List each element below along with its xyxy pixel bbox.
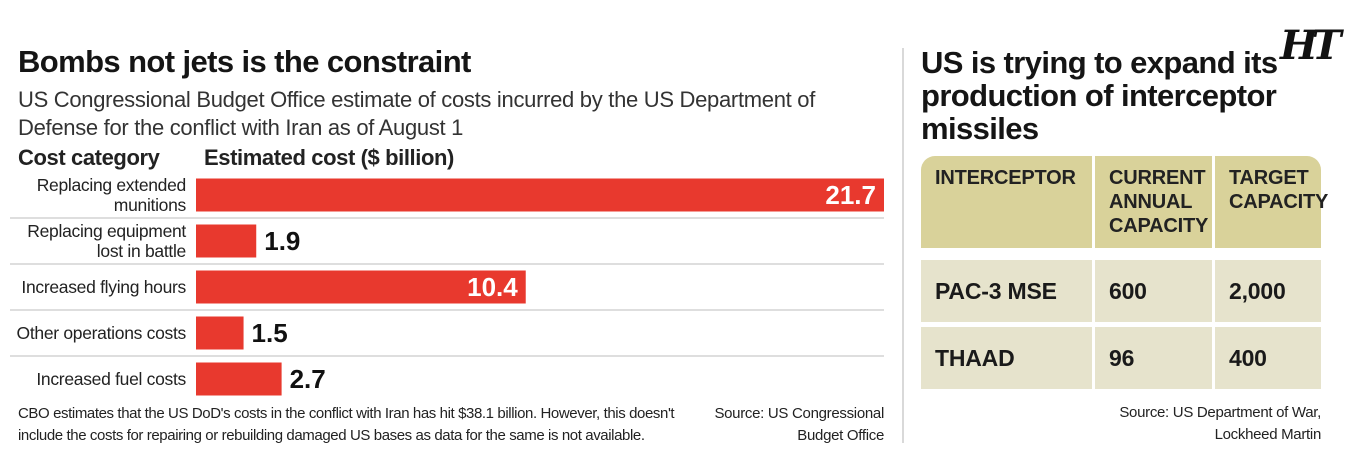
ht-logo: HT <box>1280 22 1342 69</box>
value-label: 1.9 <box>264 226 300 256</box>
table-row: THAAD 96 400 <box>921 327 1321 389</box>
category-label: Increased flying hours <box>21 277 186 297</box>
chart-title: Bombs not jets is the constraint <box>18 44 471 79</box>
cost-chart-panel: Bombs not jets is the constraint US Cong… <box>10 44 884 444</box>
category-label: lost in battle <box>97 241 186 261</box>
panel-divider <box>902 48 904 443</box>
bar <box>196 178 884 212</box>
right-title: US is trying to expand its production of… <box>921 45 1278 146</box>
value-label: 10.4 <box>467 272 518 302</box>
footnote: CBO estimates that the US DoD's costs in… <box>18 405 675 444</box>
category-label: munitions <box>114 195 187 215</box>
cell-target-capacity: 400 <box>1229 345 1267 371</box>
header-interceptor: INTERCEPTOR <box>921 156 1095 248</box>
header-target-capacity: TARGET CAPACITY <box>1229 167 1329 213</box>
cell-interceptor: PAC-3 MSE <box>921 260 1095 322</box>
chart-subtitle: US Congressional Budget Office estimate … <box>18 87 816 140</box>
category-label: Replacing equipment <box>27 221 186 241</box>
cell-interceptor: THAAD <box>921 327 1095 389</box>
interceptor-panel: HT US is trying to expand its production… <box>905 0 1369 455</box>
cell-target-capacity: 2,000 <box>1229 278 1286 304</box>
column-header-cost: Estimated cost ($ billion) <box>204 145 454 170</box>
category-label: Increased fuel costs <box>36 369 186 389</box>
source-left: Source: US Congressional Budget Office <box>714 405 884 444</box>
value-label: 1.5 <box>252 318 288 348</box>
value-label: 21.7 <box>825 180 876 210</box>
table-header-row: INTERCEPTOR CURRENT ANNUAL CAPACITY TARG… <box>921 156 1329 248</box>
category-label: Replacing extended <box>37 175 186 195</box>
bar <box>196 316 244 350</box>
category-label: Other operations costs <box>17 323 187 343</box>
cell-current-capacity: 600 <box>1095 260 1215 322</box>
bar <box>196 270 526 304</box>
bar <box>196 224 257 258</box>
column-header-category: Cost category <box>18 145 160 170</box>
cell-current-capacity: 96 <box>1095 327 1215 389</box>
table-row: PAC-3 MSE 600 2,000 <box>921 260 1321 322</box>
source-right: Source: US Department of War, Lockheed M… <box>1119 404 1321 443</box>
header-current-capacity: CURRENT ANNUAL CAPACITY <box>1095 156 1215 248</box>
value-label: 2.7 <box>290 364 326 394</box>
bar <box>196 362 282 396</box>
interceptor-table: INTERCEPTOR CURRENT ANNUAL CAPACITY TARG… <box>921 156 1329 389</box>
